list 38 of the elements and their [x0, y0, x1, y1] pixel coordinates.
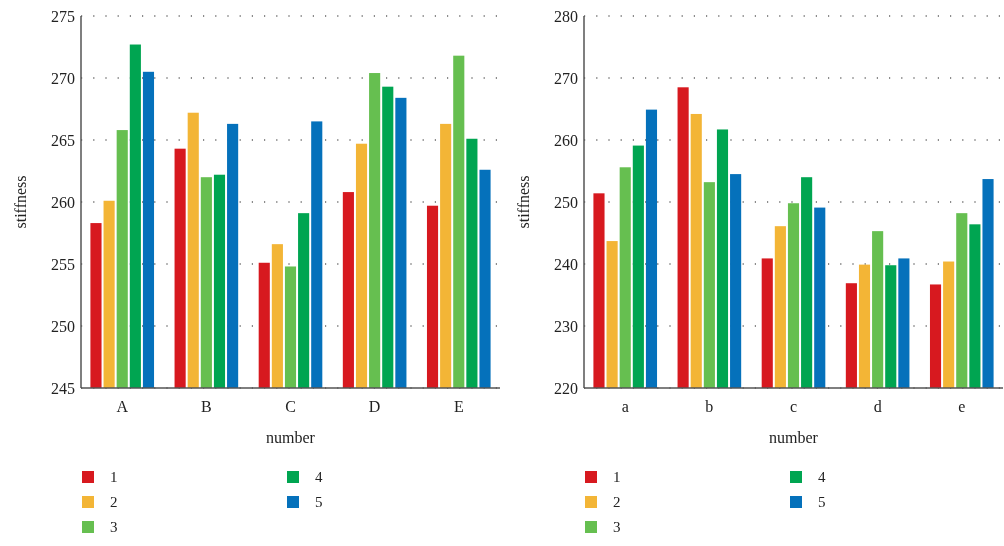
y-tick-label: 240	[554, 255, 578, 273]
x-tick-label: E	[453, 398, 464, 415]
y-tick-label: 230	[554, 317, 578, 335]
y-tick-label: 220	[554, 379, 578, 397]
x-tick-label: D	[368, 398, 381, 415]
x-tick-label: C	[285, 398, 296, 415]
legend-label: 5	[818, 494, 826, 510]
y-tick-label: 265	[51, 131, 75, 149]
legend-label: 5	[315, 494, 323, 510]
y-tick-label: 255	[51, 255, 75, 273]
x-tick-label: B	[201, 398, 212, 415]
x-tick-label: c	[789, 398, 798, 415]
legend-label: 3	[613, 519, 621, 535]
y-tick-label: 260	[51, 193, 75, 211]
y-tick-label: 275	[51, 7, 75, 25]
legend-label: 4	[818, 469, 826, 485]
x-tick-label: e	[958, 398, 966, 415]
y-axis-title: stiffness	[515, 175, 532, 229]
x-tick-label: b	[705, 398, 714, 415]
legend-label: 3	[110, 519, 118, 535]
y-tick-label: 250	[51, 317, 75, 335]
y-tick-label: 270	[554, 69, 578, 87]
legend-label: 2	[613, 494, 621, 510]
y-tick-label: 270	[51, 69, 75, 87]
y-axis-title: stiffness	[12, 175, 29, 229]
legend-label: 4	[315, 469, 323, 485]
x-tick-label: d	[873, 398, 882, 415]
y-tick-label: 280	[554, 7, 578, 25]
x-tick-label: A	[116, 398, 129, 415]
x-tick-label: a	[621, 398, 629, 415]
legend-label: 2	[110, 494, 118, 510]
x-axis-title: number	[769, 429, 819, 446]
x-axis-title: number	[266, 429, 316, 446]
y-tick-label: 245	[51, 379, 75, 397]
legend-label: 1	[110, 469, 118, 485]
legend-label: 1	[613, 469, 621, 485]
y-tick-label: 250	[554, 193, 578, 211]
y-tick-label: 260	[554, 131, 578, 149]
